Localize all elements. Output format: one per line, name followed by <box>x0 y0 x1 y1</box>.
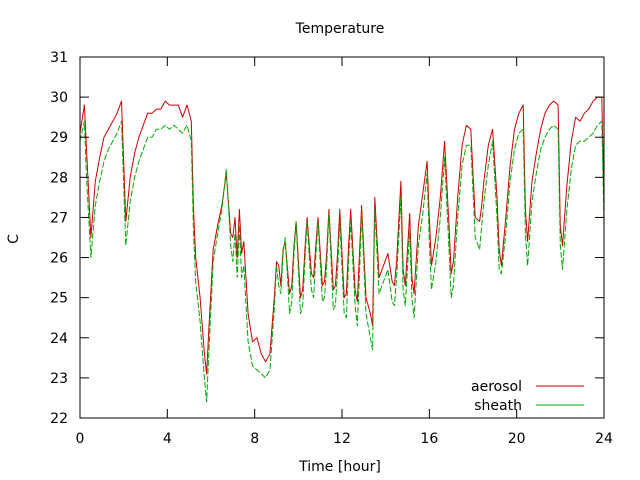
x-tick-label: 0 <box>76 431 85 447</box>
y-tick-label: 22 <box>50 411 68 427</box>
y-tick-label: 31 <box>50 50 68 66</box>
series-layer <box>79 96 605 403</box>
y-tick-label: 29 <box>50 130 68 146</box>
chart-title: Temperature <box>295 21 385 37</box>
x-tick-label: 12 <box>333 431 351 447</box>
y-tick-label: 23 <box>50 371 68 387</box>
y-tick-label: 28 <box>50 170 68 186</box>
y-tick-label: 25 <box>50 291 68 307</box>
plot-frame <box>79 56 605 419</box>
series-line-aerosol <box>79 96 605 375</box>
x-tick-label: 20 <box>508 431 526 447</box>
series-line-sheath <box>79 120 605 403</box>
x-axis-label: Time [hour] <box>298 459 381 475</box>
y-tick-label: 30 <box>50 90 68 106</box>
legend-label-aerosol: aerosol <box>471 379 522 395</box>
y-tick-label: 27 <box>50 210 68 226</box>
y-tick-label: 24 <box>50 331 68 347</box>
tick-layer: 22 23 24 25 26 27 28 29 30 31 0 4 8 12 16 20 24 <box>50 50 613 447</box>
y-tick-label: 26 <box>50 251 68 267</box>
x-tick-label: 24 <box>595 431 613 447</box>
legend: aerosol sheath <box>471 379 584 414</box>
x-tick-label: 8 <box>250 431 259 447</box>
x-tick-label: 4 <box>163 431 172 447</box>
x-tick-label: 16 <box>420 431 438 447</box>
legend-label-sheath: sheath <box>474 398 522 414</box>
y-axis-label: C <box>6 234 22 244</box>
